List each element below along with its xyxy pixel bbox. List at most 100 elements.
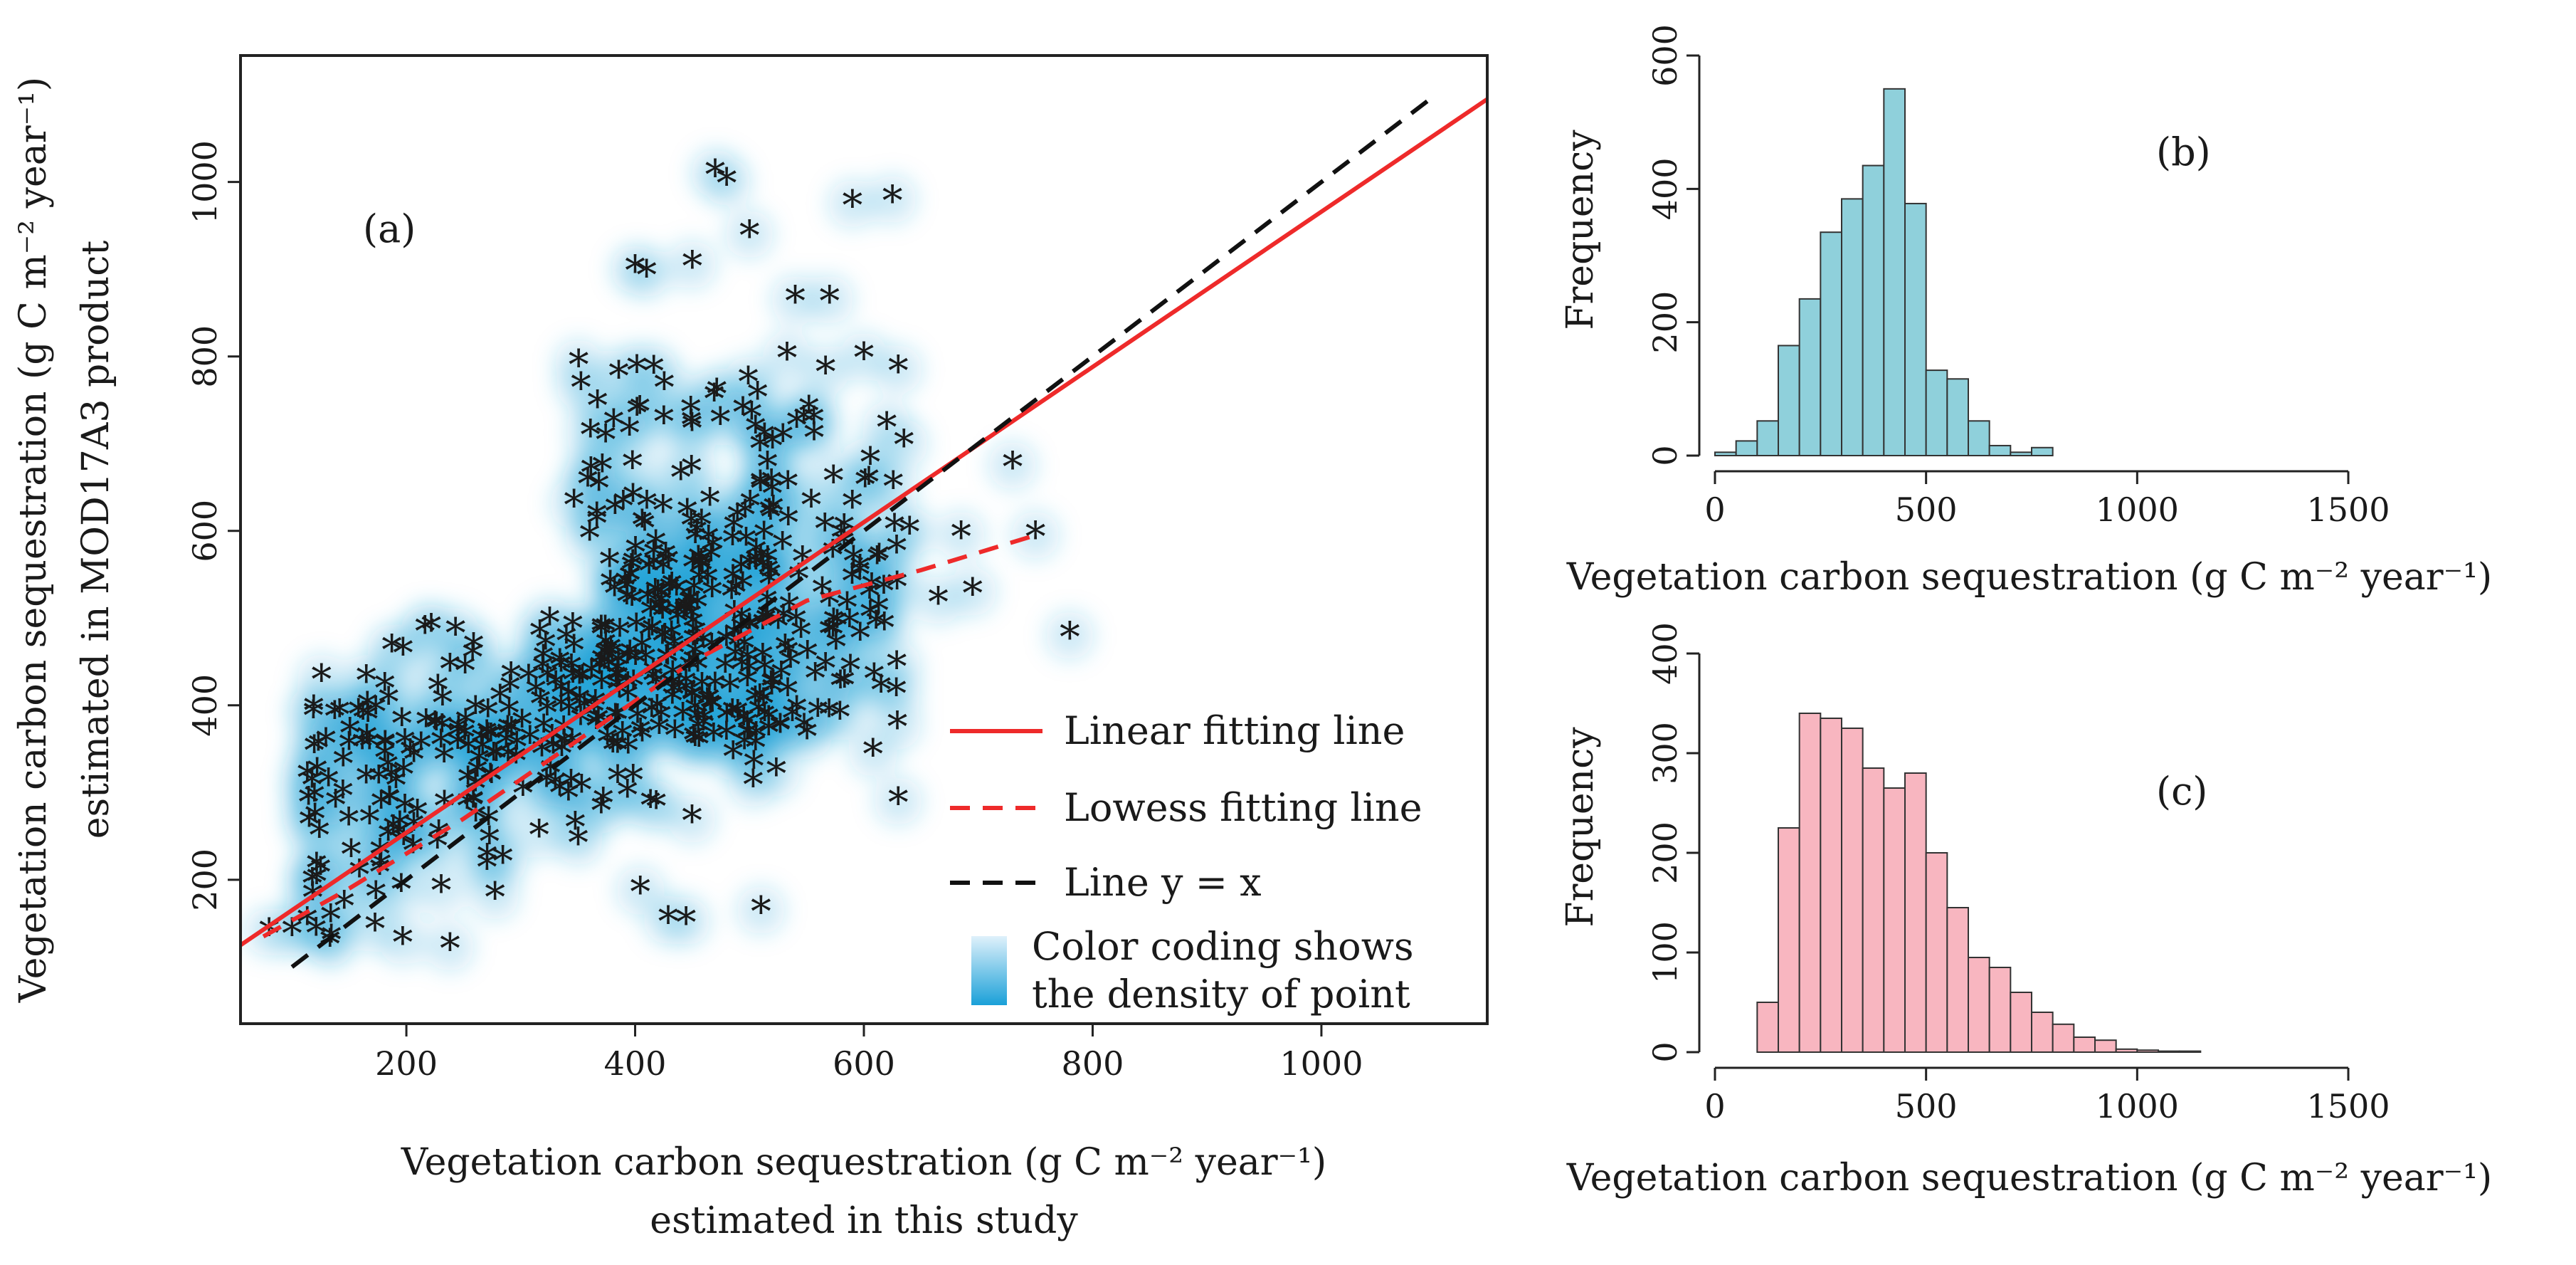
histogram-bar — [1883, 787, 1906, 1053]
scatter-point: * — [694, 698, 714, 746]
scatter-point: * — [659, 567, 680, 615]
density-blob — [872, 668, 921, 717]
scatter-point: * — [465, 687, 486, 735]
scatter-point: * — [471, 718, 492, 767]
scatter-point: * — [403, 735, 424, 784]
scatter-point: * — [594, 642, 615, 691]
scatter-point: * — [803, 397, 824, 446]
density-blob — [736, 460, 785, 509]
scatter-point: * — [740, 482, 761, 530]
scatter-point: * — [591, 610, 611, 658]
scatter-point: * — [882, 177, 903, 225]
scatter-point: * — [642, 609, 663, 657]
scatter-point: * — [682, 242, 702, 290]
scatter-point: * — [745, 540, 766, 588]
scatter-point: * — [759, 708, 779, 757]
scatter-point: * — [665, 711, 685, 760]
histogram-bar — [1925, 369, 1948, 457]
y-tick-label: 400 — [1646, 622, 1684, 685]
y-axis-ticks: 200 400 600 800 1000 — [186, 140, 241, 911]
x-tick-label: 1500 — [2306, 490, 2390, 529]
scatter-point: * — [625, 246, 645, 295]
scatter-point: * — [339, 723, 359, 772]
scatter-point: * — [750, 465, 771, 513]
scatter-point: * — [681, 447, 702, 495]
x-tick-label: 1000 — [1279, 1044, 1363, 1083]
scatter-point: * — [753, 679, 774, 728]
scatter-point: * — [768, 602, 788, 651]
density-blob — [772, 399, 821, 448]
scatter-point: * — [732, 644, 752, 693]
scatter-point: * — [759, 490, 780, 539]
scatter-point: * — [778, 499, 798, 547]
scatter-point: * — [754, 647, 775, 696]
scatter-point: * — [751, 888, 771, 936]
scatter-point: * — [395, 786, 416, 834]
y-axis-label-line2: estimated in MOD17A3 product — [75, 241, 117, 839]
scatter-point: * — [770, 706, 791, 755]
scatter-point: * — [353, 693, 374, 741]
scatter-point: * — [804, 414, 825, 462]
density-blob — [729, 759, 778, 808]
scatter-point: * — [842, 557, 862, 605]
histogram-bar — [1714, 451, 1737, 456]
histogram-bar — [1841, 728, 1864, 1053]
histogram-bar — [1904, 772, 1927, 1053]
scatter-point: * — [785, 277, 806, 325]
scatter-point: * — [623, 756, 643, 804]
histogram-bar — [1988, 444, 2012, 457]
density-blob — [712, 567, 761, 616]
scatter-point: * — [594, 633, 615, 681]
density-blob — [514, 809, 564, 858]
scatter-point: * — [561, 646, 582, 694]
scatter-point: * — [672, 694, 693, 742]
scatter-point: * — [332, 772, 353, 820]
scatter-point: * — [569, 341, 589, 389]
scatter-point: * — [432, 705, 453, 754]
scatter-point: * — [386, 762, 406, 810]
histogram-bar — [2136, 1049, 2159, 1053]
scatter-point: * — [724, 505, 744, 554]
scatter-point: * — [850, 551, 870, 599]
scatter-point: * — [854, 334, 875, 382]
scatter-point: * — [772, 523, 793, 572]
scatter-point: * — [592, 446, 613, 494]
scatter-point: * — [862, 565, 882, 613]
scatter-point: * — [877, 404, 897, 452]
scatter-point: * — [626, 604, 647, 653]
scatter-point: * — [815, 644, 836, 693]
histogram-bar — [1862, 767, 1885, 1053]
scatter-point: * — [842, 482, 862, 530]
scatter-point: * — [860, 439, 881, 487]
scatter-point: * — [761, 553, 781, 602]
scatter-point: * — [455, 700, 476, 749]
scatter-point: * — [311, 656, 332, 704]
scatter-point: * — [705, 150, 726, 199]
scatter-point: * — [632, 501, 653, 550]
scatter-point: * — [716, 713, 737, 762]
scatter-point: * — [761, 461, 782, 509]
x-tick-label: 1500 — [2306, 1087, 2390, 1125]
scatter-point: * — [734, 699, 754, 747]
scatter-point: * — [595, 607, 616, 655]
scatter-point: * — [394, 750, 414, 799]
scatter-point: * — [477, 835, 497, 883]
density-blob — [449, 778, 498, 827]
scatter-point: * — [797, 713, 818, 761]
scatter-point: * — [374, 733, 395, 782]
scatter-point: * — [431, 866, 451, 915]
scatter-point: * — [727, 691, 748, 740]
scatter-point: * — [779, 584, 800, 633]
scatter-point: * — [579, 514, 600, 562]
histogram-bar — [1798, 713, 1822, 1053]
scatter-point: * — [676, 898, 697, 947]
scatter-point: * — [681, 501, 702, 550]
fit-lines — [241, 93, 1487, 969]
density-blob — [1011, 510, 1060, 560]
scatter-point: * — [823, 600, 844, 649]
scatter-point: * — [421, 605, 441, 654]
scatter-point: * — [512, 701, 532, 750]
scatter-point: * — [691, 501, 712, 550]
scatter-point: * — [620, 556, 640, 604]
y-tick-label: 200 — [1646, 291, 1684, 354]
